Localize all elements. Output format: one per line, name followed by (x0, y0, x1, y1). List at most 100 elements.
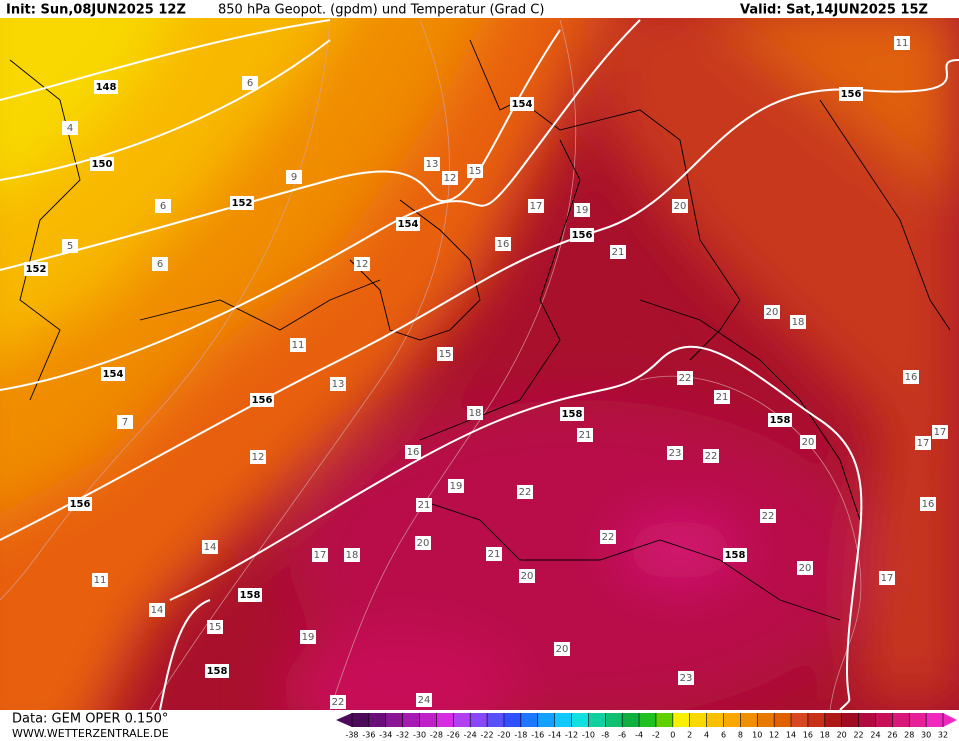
legend-swatch (757, 713, 775, 727)
temperature-label-box (790, 315, 806, 329)
temperature-label-box (448, 479, 464, 493)
legend-swatch (368, 713, 387, 727)
temperature-label: 6 (160, 201, 166, 212)
temperature-label: 24 (418, 695, 431, 706)
temperature-label: 14 (204, 542, 217, 553)
temperature-label: 22 (762, 511, 775, 522)
geopotential-label: 152 (26, 264, 47, 275)
temperature-label: 18 (792, 317, 805, 328)
temperature-label: 21 (488, 549, 501, 560)
temperature-label: 22 (519, 487, 532, 498)
temperature-label: 6 (157, 259, 163, 270)
legend-arrow-high (943, 713, 957, 727)
legend-label: 14 (786, 731, 796, 740)
temperature-label: 15 (469, 166, 482, 177)
legend-swatch (824, 713, 843, 727)
temperature-label-box (149, 603, 165, 617)
geopotential-label-box (238, 588, 262, 602)
temperature-label: 21 (579, 430, 592, 441)
legend-swatch (436, 713, 454, 727)
legend-label: 24 (870, 731, 880, 740)
temperature-label: 15 (209, 622, 222, 633)
geopotential-label: 156 (572, 230, 593, 241)
temperature-label-box (155, 199, 171, 213)
legend-label: 26 (887, 731, 897, 740)
legend-label: -2 (652, 731, 660, 740)
temperature-label: 16 (905, 372, 918, 383)
temperature-label-box (250, 450, 266, 464)
geopotential-label-box (570, 228, 594, 242)
legend-label: -26 (447, 731, 460, 740)
temperature-label: 20 (521, 571, 534, 582)
temperature-label-box (760, 509, 776, 523)
map-title: 850 hPa Geopot. (gpdm) und Temperatur (G… (218, 3, 544, 18)
temperature-label-box (437, 347, 453, 361)
legend-label: -24 (464, 731, 477, 740)
legend-swatch (774, 713, 792, 727)
geopotential-label: 150 (92, 159, 113, 170)
legend-label: -6 (618, 731, 626, 740)
legend-label: -28 (430, 731, 443, 740)
temperature-label-box (152, 257, 168, 271)
geopotential-label-box (94, 80, 118, 94)
temperature-label-box (678, 671, 694, 685)
legend-swatch (892, 713, 910, 727)
legend-label: 18 (820, 731, 830, 740)
legend-swatch (740, 713, 758, 727)
geopotential-label: 156 (70, 499, 91, 510)
legend-label: 22 (853, 731, 863, 740)
temperature-label: 20 (799, 563, 812, 574)
temperature-label: 16 (407, 447, 420, 458)
legend-label: 16 (803, 731, 813, 740)
legend-swatch (402, 713, 421, 727)
temperature-label-box (714, 390, 730, 404)
legend-label: -18 (514, 731, 527, 740)
temperature-label-box (286, 170, 302, 184)
temperature-label: 15 (439, 349, 452, 360)
temperature-label: 12 (356, 259, 369, 270)
geopotential-label: 154 (103, 369, 124, 380)
geopotential-label-box (90, 157, 114, 171)
temperature-label-box (894, 36, 910, 50)
legend-label: -14 (548, 731, 561, 740)
contour-labels: 1481501521521541541561561541561561581581… (24, 36, 948, 709)
legend-swatch (723, 713, 741, 727)
temperature-label: 20 (766, 307, 779, 318)
geopotential-label: 158 (562, 409, 583, 420)
legend-label: -36 (362, 731, 375, 740)
temperature-label: 18 (469, 408, 482, 419)
geopotential-label: 156 (841, 89, 862, 100)
temperature-label: 20 (674, 201, 687, 212)
temperature-label-box (800, 435, 816, 449)
temperature-label-box (312, 548, 328, 562)
temperature-label: 21 (716, 392, 729, 403)
geopotential-contours (0, 19, 959, 710)
temperature-label: 17 (917, 438, 930, 449)
legend-swatch (352, 713, 370, 727)
temperature-label: 23 (669, 448, 682, 459)
legend-swatch (909, 713, 927, 727)
temperature-label-box (600, 530, 616, 544)
legend-swatch (588, 713, 606, 727)
temperature-label: 11 (94, 575, 107, 586)
temperature-label: 7 (122, 417, 128, 428)
temperature-label: 4 (67, 123, 73, 134)
temperature-label-box (610, 245, 626, 259)
legend-swatch (385, 713, 404, 727)
header-bar (0, 0, 959, 18)
temperature-label-box (330, 695, 346, 709)
legend-label: -34 (379, 731, 392, 740)
legend-label: -8 (601, 731, 609, 740)
temperature-label: 11 (896, 38, 909, 49)
legend-swatch (453, 713, 471, 727)
temperature-label-box (528, 199, 544, 213)
legend-label: -22 (481, 731, 494, 740)
temperature-label: 17 (934, 427, 947, 438)
temperature-label-box (486, 547, 502, 561)
temperature-label-box (797, 561, 813, 575)
temperature-label-box (495, 237, 511, 251)
temperature-label: 22 (705, 451, 718, 462)
temperature-label-box (405, 445, 421, 459)
legend-swatch (639, 713, 657, 727)
